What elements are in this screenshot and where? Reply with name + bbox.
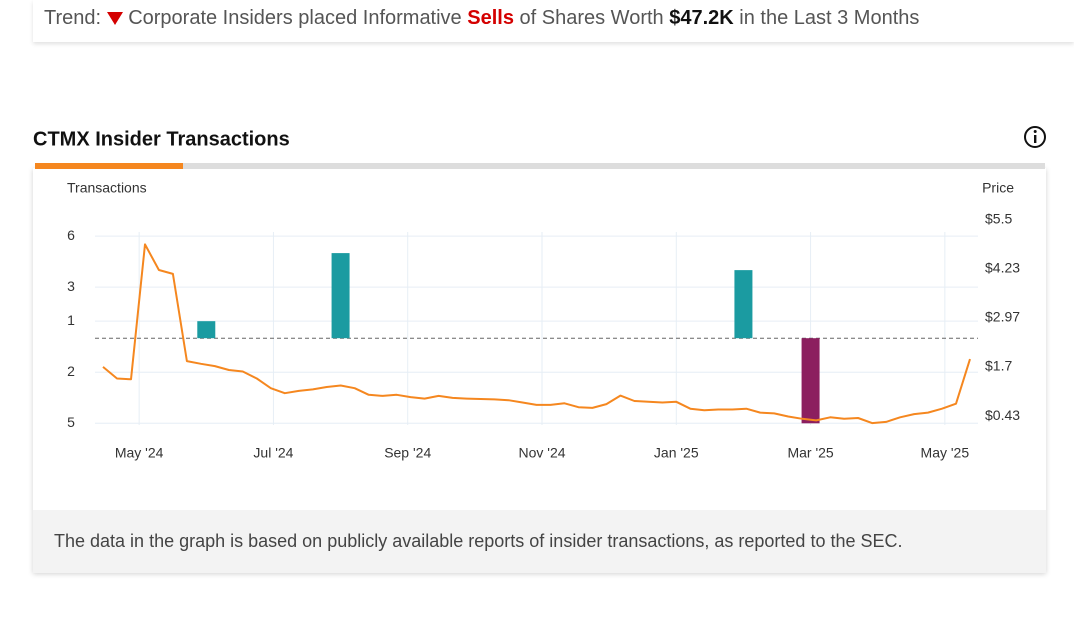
y-tick-label: 2 <box>67 363 75 379</box>
y2-tick-label: $4.23 <box>985 260 1020 276</box>
trend-banner: Trend: Corporate Insiders placed Informa… <box>33 0 1074 42</box>
x-tick-label: Jan '25 <box>654 445 699 461</box>
trend-text: of Shares Worth <box>519 7 664 29</box>
price-line <box>102 243 971 425</box>
trend-text: in the Last 3 Months <box>739 7 920 29</box>
x-tick-label: Mar '25 <box>787 445 833 461</box>
y2-tick-label: $5.5 <box>985 210 1012 226</box>
bar <box>197 321 216 339</box>
y2-tick-label: $1.7 <box>985 358 1012 374</box>
x-tick-label: Nov '24 <box>518 445 565 461</box>
bar <box>734 270 753 339</box>
footer-note: The data in the graph is based on public… <box>33 510 1046 573</box>
info-icon[interactable] <box>1024 126 1046 148</box>
trend-amount: $47.2K <box>669 7 734 29</box>
down-arrow <box>106 12 123 25</box>
chart-card: The data in the graph is based on public… <box>33 120 1046 573</box>
y-tick-label: 1 <box>67 312 75 328</box>
y-tick-label: 6 <box>67 227 75 243</box>
x-tick-label: May '24 <box>115 445 164 461</box>
chart-title: CTMX Insider Transactions <box>33 128 290 150</box>
y-axis-label: Transactions <box>67 180 147 196</box>
x-tick-label: May '25 <box>921 445 970 461</box>
x-tick-label: Jul '24 <box>253 445 293 461</box>
y2-tick-label: $0.43 <box>985 407 1020 423</box>
trend-label: Trend: <box>44 7 102 29</box>
y2-tick-label: $2.97 <box>985 308 1020 324</box>
trend-action: Sells <box>467 7 514 29</box>
trend-text: Corporate Insiders placed Informative <box>128 7 462 29</box>
y-tick-label: 5 <box>67 414 75 430</box>
y2-axis-label: Price <box>982 180 1014 196</box>
bar <box>331 253 350 339</box>
chart: CTMX Insider Transactions Transactions P… <box>33 126 1046 461</box>
x-tick-label: Sep '24 <box>384 445 431 461</box>
bar <box>801 338 820 424</box>
tab-track <box>35 163 1045 169</box>
y-tick-label: 3 <box>67 278 75 294</box>
tab-active[interactable] <box>35 163 183 169</box>
